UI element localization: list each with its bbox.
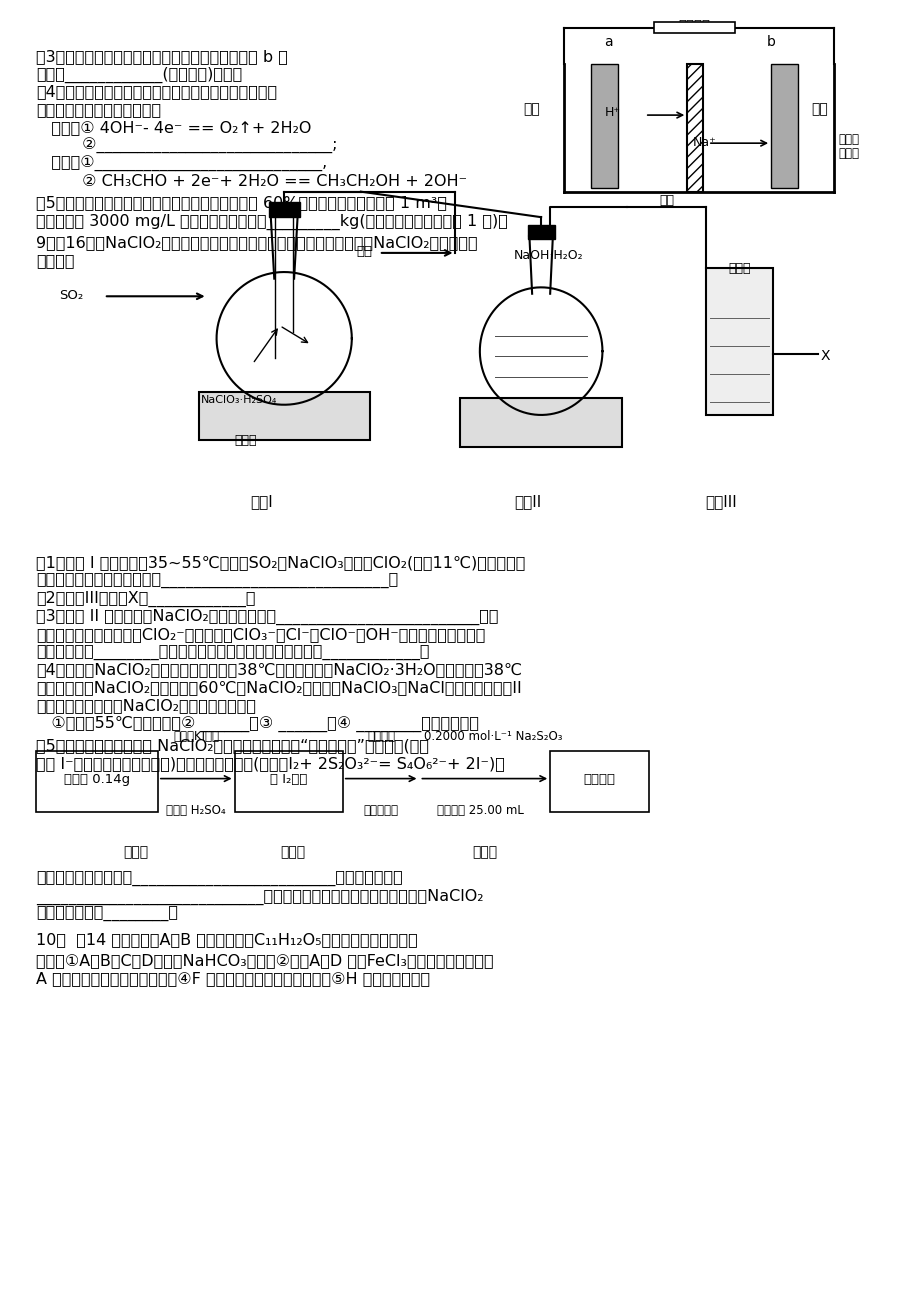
Text: NaClO₃·H₂SO₄: NaClO₃·H₂SO₄ (201, 395, 278, 405)
Text: ①减压，55℃蕲发结晶；② ______；③ ______；④ ________；得到成品。: ①减压，55℃蕲发结晶；② ______；③ ______；④ ________… (36, 716, 479, 732)
Bar (770, 64, 797, 187)
Text: a: a (604, 35, 612, 48)
Text: 交换膜: 交换膜 (838, 147, 858, 160)
Text: （3）若以甲烷燃料电池为直流电源，则燃料电池中 b 极: （3）若以甲烷燃料电池为直流电源，则燃料电池中 b 极 (36, 48, 288, 64)
Bar (686, 64, 703, 191)
Text: 的质量百分数为________。: 的质量百分数为________。 (36, 906, 178, 922)
Text: 醇的含量为 3000 mg/L 的废水，可得到乙醇_________kg(计算结果保留小数点后 1 位)。: 醇的含量为 3000 mg/L 的废水，可得到乙醇_________kg(计算结… (36, 214, 507, 229)
Text: 阳极：① 4OH⁻- 4e⁻ == O₂↑+ 2H₂O: 阳极：① 4OH⁻- 4e⁻ == O₂↑+ 2H₂O (36, 120, 312, 135)
Bar (590, 64, 618, 187)
Text: 阳离子: 阳离子 (838, 133, 858, 146)
Text: （4）电解过程中，两极除分别生成乙酸和乙醇外，均产: （4）电解过程中，两极除分别生成乙酸和乙醇外，均产 (36, 85, 277, 99)
Text: H⁺: H⁺ (604, 107, 619, 120)
Text: 步骤一的离子方程式为_________________________；步骤三中出现: 步骤一的离子方程式为_________________________；步骤三中… (36, 871, 403, 885)
Text: 计算含量: 计算含量 (584, 773, 615, 786)
Text: b: b (766, 35, 775, 48)
Text: 图所示：: 图所示： (36, 253, 74, 268)
Text: 应后的溶液中阴离子除了ClO₂⁻，还有少量ClO₃⁻、Cl⁻、ClO⁻、OH⁻，另外还可能含有的: 应后的溶液中阴离子除了ClO₂⁻，还有少量ClO₃⁻、Cl⁻、ClO⁻、OH⁻，… (36, 626, 485, 642)
Bar (234, 750, 343, 811)
Text: ②_____________________________;: ②_____________________________; (36, 138, 337, 154)
Bar (199, 392, 369, 440)
Text: （4）已知在NaClO₂饱和溶液中温度低于38℃时析出品体是NaClO₂·3H₂O，温度高于38℃: （4）已知在NaClO₂饱和溶液中温度低于38℃时析出品体是NaClO₂·3H₂… (36, 663, 522, 677)
Text: 废水: 废水 (659, 194, 675, 207)
Text: 装置I: 装置I (250, 493, 273, 509)
Text: 时析出晶体是NaClO₂，温度高于60℃时NaClO₂分解生成NaClO₃和NaCl。请补充从装置II: 时析出晶体是NaClO₂，温度高于60℃时NaClO₂分解生成NaClO₃和Na… (36, 681, 521, 695)
Text: 含 I₂溶液: 含 I₂溶液 (269, 773, 307, 786)
Text: （2）装置III中试剂X为____________。: （2）装置III中试剂X为____________。 (36, 591, 255, 607)
Text: 步骤三: 步骤三 (471, 845, 497, 859)
Text: Na⁺: Na⁺ (692, 135, 716, 148)
Text: 滴加少量: 滴加少量 (367, 730, 394, 743)
Text: （5）利用上述原理制备出 NaClO₂晶体的试样，可以用“间接碘量法”测定试样(不含: （5）利用上述原理制备出 NaClO₂晶体的试样，可以用“间接碘量法”测定试样(… (36, 738, 429, 753)
Text: SO₂: SO₂ (59, 289, 83, 302)
Bar (268, 202, 300, 217)
Text: 冷水浴: 冷水浴 (728, 262, 750, 275)
Text: ____________________________现象时，达到滴定终点；计算该试样中NaClO₂: ____________________________现象时，达到滴定终点；计… (36, 888, 483, 905)
Text: 标准溶液 25.00 mL: 标准溶液 25.00 mL (437, 805, 524, 818)
Text: （3）装置 II 中反应生成NaClO₂的化学方程式为_________________________。反: （3）装置 II 中反应生成NaClO₂的化学方程式为_____________… (36, 609, 498, 625)
Bar (528, 225, 554, 238)
Text: 阴极: 阴极 (811, 103, 827, 116)
Text: A 苯环上的一溨代物只有两种；④F 能使溨水褪色且不含有甲基；⑤H 能发生銀镜反应: A 苯环上的一溨代物只有两种；④F 能使溨水褪色且不含有甲基；⑤H 能发生銀镜反… (36, 971, 430, 987)
Text: 空气: 空气 (356, 245, 372, 258)
Text: 反应后的溶液中获得NaClO₂晶体的操作步骤。: 反应后的溶液中获得NaClO₂晶体的操作步骤。 (36, 698, 256, 713)
Text: 生无色气体。电极反应如下：: 生无色气体。电极反应如下： (36, 103, 161, 117)
Bar (653, 22, 734, 34)
Bar (705, 268, 773, 415)
Text: 直流电源: 直流电源 (677, 20, 709, 33)
Bar (460, 398, 621, 447)
Text: 淀粉指示剂: 淀粉指示剂 (363, 805, 398, 818)
Text: 装置III: 装置III (705, 493, 736, 509)
Text: 已知：①A、B、C、D均能与NaHCO₃反应；②只有A、D 能与FeCl₃溶液发生显色反应，: 已知：①A、B、C、D均能与NaHCO₃反应；②只有A、D 能与FeCl₃溶液发… (36, 953, 494, 969)
Text: 装置II: 装置II (514, 493, 540, 509)
Text: 步骤一: 步骤一 (123, 845, 148, 859)
Text: 一种阴离子是________，用离子方程式表示该离子产生的原因____________。: 一种阴离子是________，用离子方程式表示该离子产生的原因_________… (36, 644, 429, 660)
Text: （5）在实际工艺处理中，阴极区乙醇的去除率可达 60%。若在两极区分别注入 1 m³乙: （5）在实际工艺处理中，阴极区乙醇的去除率可达 60%。若在两极区分别注入 1 … (36, 195, 447, 211)
Text: 后通入适量的空气，其目的是____________________________。: 后通入适量的空气，其目的是___________________________… (36, 573, 398, 589)
Text: X: X (820, 349, 829, 362)
Text: ② CH₃CHO + 2e⁻+ 2H₂O == CH₃CH₂OH + 2OH⁻: ② CH₃CHO + 2e⁻+ 2H₂O == CH₃CH₂OH + 2OH⁻ (36, 173, 467, 189)
Text: 热水浴: 热水浴 (234, 434, 256, 447)
Text: 取样品 0.14g: 取样品 0.14g (64, 773, 130, 786)
Text: 阴极：①____________________________,: 阴极：①____________________________, (36, 156, 327, 172)
Text: 0.2000 mol·L⁻¹ Na₂S₂O₃: 0.2000 mol·L⁻¹ Na₂S₂O₃ (424, 730, 562, 743)
Text: 阳极: 阳极 (523, 103, 539, 116)
Bar (36, 750, 158, 811)
Text: 能与 I⁻发生反应的氧化性杂质)的纯度，过程如下(已知：I₂+ 2S₂O₃²⁻= S₄O₆²⁻+ 2I⁻)：: 能与 I⁻发生反应的氧化性杂质)的纯度，过程如下(已知：I₂+ 2S₂O₃²⁻=… (36, 755, 505, 771)
Text: 9．（16分）NaClO₂用于棉、麻、粘胶纤维及织物的漂白。实验室制备NaClO₂的装置如下: 9．（16分）NaClO₂用于棉、麻、粘胶纤维及织物的漂白。实验室制备NaClO… (36, 236, 477, 250)
Bar (550, 750, 649, 811)
Text: NaOH·H₂O₂: NaOH·H₂O₂ (514, 249, 583, 262)
Text: （1）装置 I 控制温度在35~55℃，通入SO₂将NaClO₃还原为ClO₂(永点11℃)，反应结束: （1）装置 I 控制温度在35~55℃，通入SO₂将NaClO₃还原为ClO₂(… (36, 555, 525, 570)
Text: 加足量KI固体: 加足量KI固体 (173, 730, 219, 743)
Text: 10．  （14 分）有机物A、B 的分子式均为C₁₁H₁₂O₅，均能发生如下变化。: 10． （14 分）有机物A、B 的分子式均为C₁₁H₁₂O₅，均能发生如下变化… (36, 932, 417, 947)
Text: 适量稀 H₂SO₄: 适量稀 H₂SO₄ (166, 805, 226, 818)
Text: 步骤二: 步骤二 (280, 845, 305, 859)
Text: 应通入____________(填化学式)气体。: 应通入____________(填化学式)气体。 (36, 66, 243, 83)
